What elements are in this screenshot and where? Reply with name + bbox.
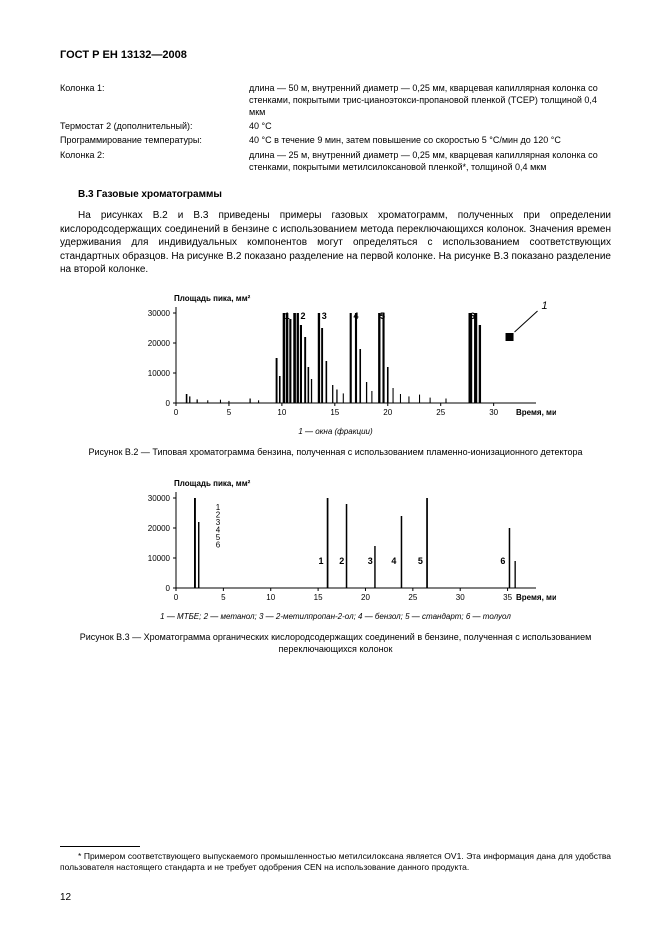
svg-text:1: 1 <box>318 556 323 566</box>
svg-text:10: 10 <box>266 593 275 602</box>
svg-text:Площадь пика, мм²: Площадь пика, мм² <box>174 294 251 303</box>
svg-text:10000: 10000 <box>147 369 170 378</box>
footnote-rule <box>60 846 140 847</box>
svg-text:1: 1 <box>541 300 547 312</box>
svg-text:20000: 20000 <box>147 339 170 348</box>
svg-text:20000: 20000 <box>147 524 170 533</box>
svg-text:35: 35 <box>503 593 512 602</box>
chart1-caption: Рисунок В.2 — Типовая хроматограмма бенз… <box>60 446 611 458</box>
svg-text:Площадь пика, мм²: Площадь пика, мм² <box>174 479 251 488</box>
svg-text:25: 25 <box>436 408 445 417</box>
svg-text:10000: 10000 <box>147 554 170 563</box>
chromatogram-chart-1: 0100002000030000051015202530Площадь пика… <box>116 291 556 421</box>
svg-text:0: 0 <box>173 593 178 602</box>
chart1-note: 1 — окна (фракции) <box>60 427 611 438</box>
svg-text:30: 30 <box>489 408 498 417</box>
svg-text:6: 6 <box>469 311 474 321</box>
svg-text:5: 5 <box>221 593 226 602</box>
svg-text:Время, мин: Время, мин <box>516 408 556 417</box>
svg-text:20: 20 <box>361 593 370 602</box>
doc-header: ГОСТ Р ЕН 13132—2008 <box>60 48 611 63</box>
svg-text:3: 3 <box>321 311 326 321</box>
svg-text:15: 15 <box>313 593 322 602</box>
chart2-note: 1 — МТБЕ; 2 — метанол; 3 — 2-метилпропан… <box>60 612 611 623</box>
svg-text:30000: 30000 <box>147 494 170 503</box>
page-number: 12 <box>60 891 71 905</box>
svg-text:30: 30 <box>455 593 464 602</box>
param-value: 40 °C в течение 9 мин, затем повышение с… <box>249 133 611 147</box>
svg-text:0: 0 <box>165 584 170 593</box>
chart2-caption: Рисунок В.3 — Хроматограмма органических… <box>60 631 611 655</box>
param-value: 40 °C <box>249 119 611 133</box>
svg-text:2: 2 <box>339 556 344 566</box>
chromatogram-chart-2: 010000200003000005101520253035Площадь пи… <box>116 476 556 606</box>
svg-text:4: 4 <box>391 556 396 566</box>
params-table: Колонка 1:длина — 50 м, внутренний диаме… <box>60 81 611 174</box>
svg-text:6: 6 <box>500 556 505 566</box>
svg-text:6: 6 <box>215 540 220 549</box>
intro-paragraph: На рисунках В.2 и В.3 приведены примеры … <box>60 209 611 277</box>
svg-text:0: 0 <box>165 399 170 408</box>
svg-text:1: 1 <box>284 311 289 321</box>
svg-text:20: 20 <box>383 408 392 417</box>
svg-text:5: 5 <box>226 408 231 417</box>
svg-text:2: 2 <box>300 311 305 321</box>
svg-text:10: 10 <box>277 408 286 417</box>
param-value: длина — 25 м, внутренний диаметр — 0,25 … <box>249 148 611 174</box>
footnote: * Примером соответствующего выпускаемого… <box>60 851 611 874</box>
param-label: Термостат 2 (дополнительный): <box>60 119 249 133</box>
svg-text:4: 4 <box>353 311 358 321</box>
svg-text:0: 0 <box>173 408 178 417</box>
param-value: длина — 50 м, внутренний диаметр — 0,25 … <box>249 81 611 119</box>
svg-text:3: 3 <box>367 556 372 566</box>
svg-text:Время, мин: Время, мин <box>516 593 556 602</box>
param-label: Колонка 2: <box>60 148 249 174</box>
svg-text:5: 5 <box>379 311 384 321</box>
param-label: Программирование температуры: <box>60 133 249 147</box>
svg-text:15: 15 <box>330 408 339 417</box>
svg-text:30000: 30000 <box>147 309 170 318</box>
section-title: В.3 Газовые хроматограммы <box>78 188 611 202</box>
svg-text:5: 5 <box>417 556 422 566</box>
svg-text:25: 25 <box>408 593 417 602</box>
param-label: Колонка 1: <box>60 81 249 119</box>
